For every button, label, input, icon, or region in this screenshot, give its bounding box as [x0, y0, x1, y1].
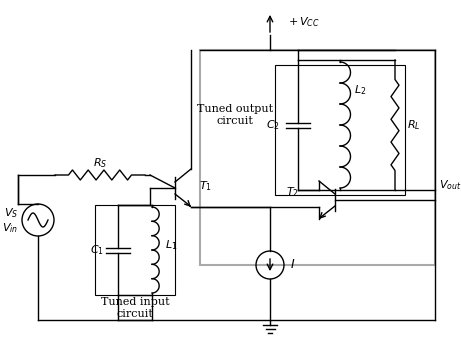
Text: $+\,V_{CC}$: $+\,V_{CC}$ — [288, 15, 319, 29]
Text: $V_{out}$: $V_{out}$ — [439, 178, 461, 192]
Bar — [200, 50, 435, 265]
Text: $R_S$: $R_S$ — [93, 156, 107, 170]
Text: $I$: $I$ — [290, 258, 296, 271]
Text: $L_1$: $L_1$ — [165, 238, 177, 252]
Text: $T_1$: $T_1$ — [199, 179, 212, 193]
Text: Tuned output
circuit: Tuned output circuit — [197, 104, 273, 126]
Text: $V_{in}$: $V_{in}$ — [2, 221, 18, 235]
Text: $T_2$: $T_2$ — [286, 185, 299, 199]
Text: $V_S$: $V_S$ — [4, 206, 18, 220]
Text: Tuned input
circuit: Tuned input circuit — [100, 297, 169, 319]
Text: $C_2$: $C_2$ — [266, 118, 280, 132]
Text: $R_L$: $R_L$ — [407, 118, 420, 132]
Bar — [275, 65, 405, 195]
Text: $L_2$: $L_2$ — [354, 83, 366, 97]
Bar — [95, 205, 175, 295]
Text: $C_1$: $C_1$ — [90, 243, 104, 257]
